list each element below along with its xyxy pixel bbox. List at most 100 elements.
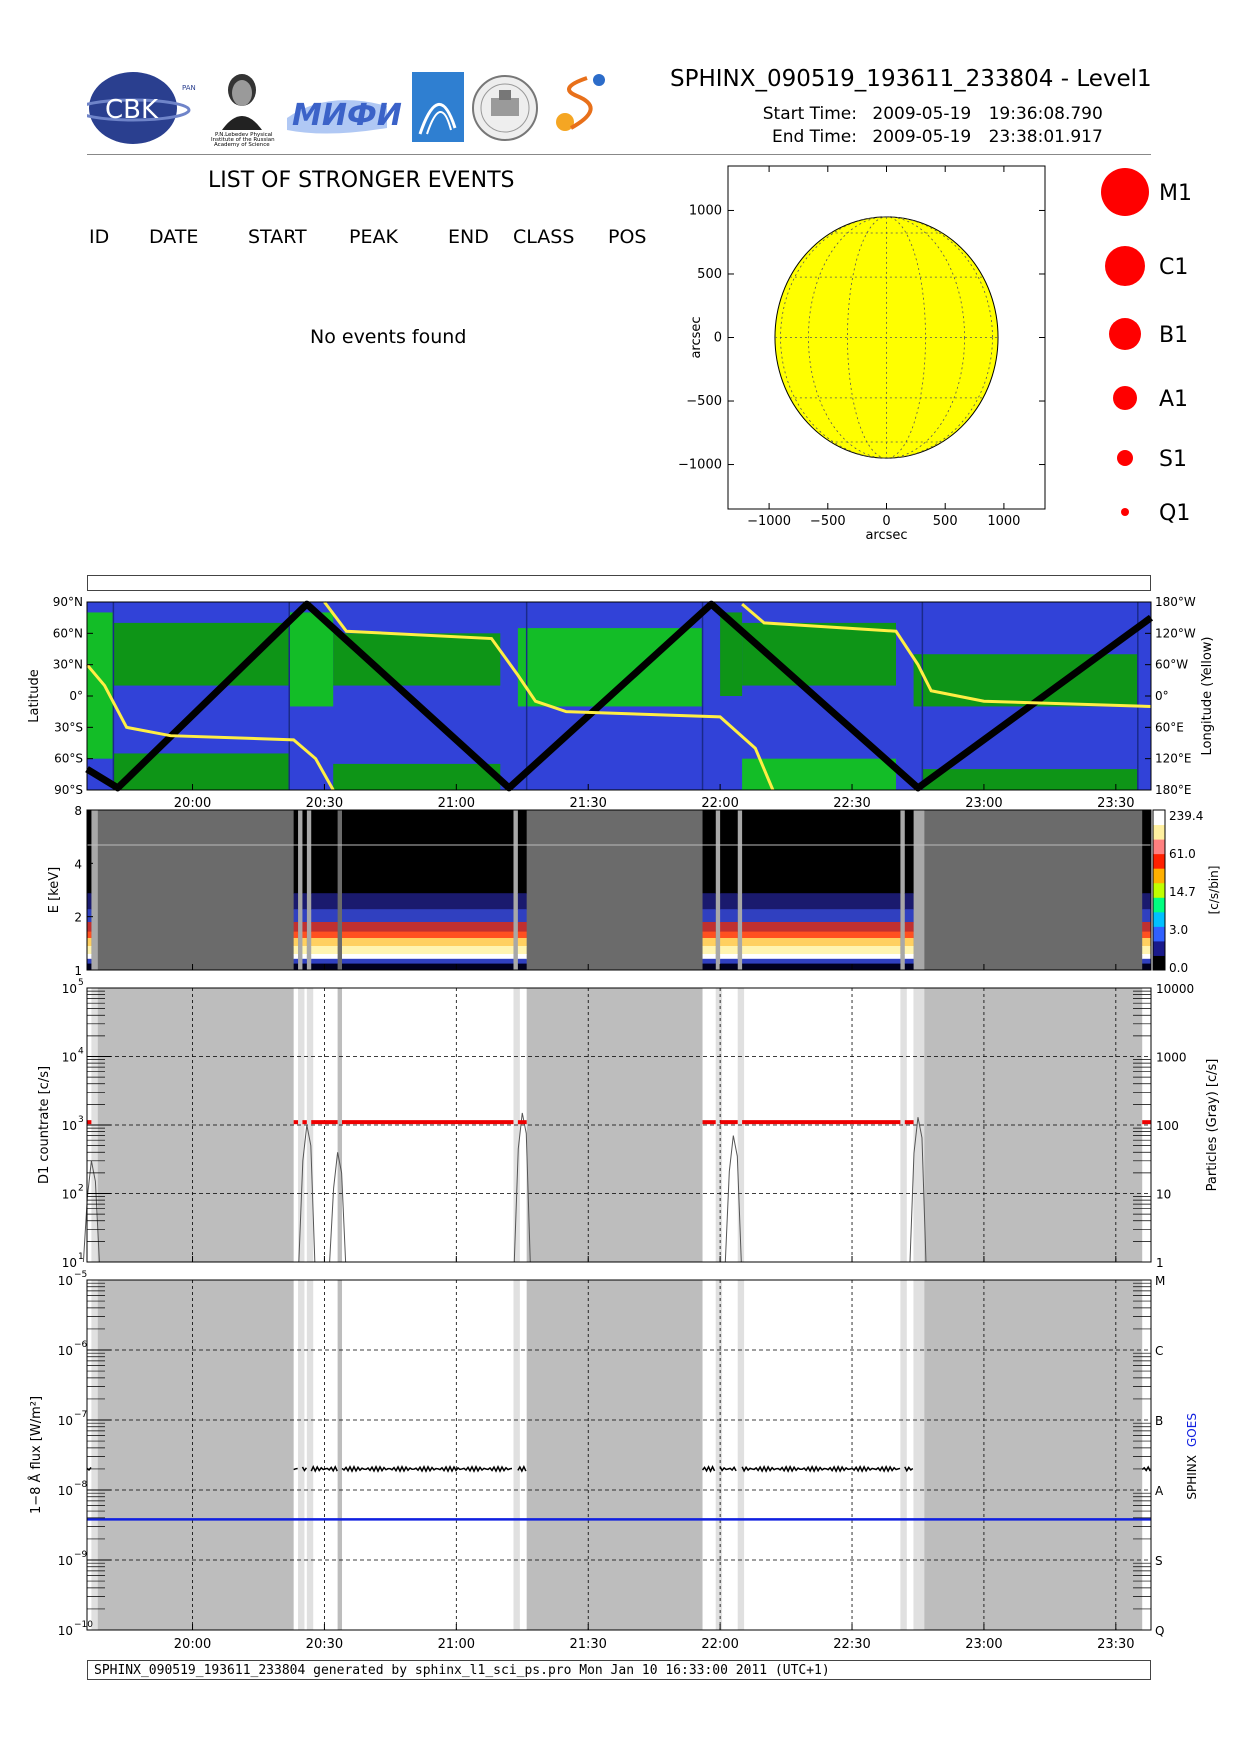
mifi-logo: МИФИ <box>287 98 402 134</box>
spectrogram-band <box>87 922 92 933</box>
solar-disk-chart: −1000 −500 0 500 1000 −1000 −500 0 500 1000 arcsec… <box>660 160 1090 560</box>
particles-spike <box>909 1117 927 1263</box>
orbit-green-region <box>913 654 1138 707</box>
particles-spike <box>724 1135 742 1263</box>
flux-xtick-label: 22:00 <box>701 1637 738 1652</box>
countrate-ytick-label: 10 <box>62 982 77 996</box>
spectrogram-gap <box>298 810 305 970</box>
cbk-logo-text: CBK <box>105 95 159 125</box>
disk-ytick-label: 0 <box>714 331 722 346</box>
spectrogram-band <box>742 946 901 955</box>
orbit-longitude-track <box>323 601 775 791</box>
flux-class-label: M <box>1155 1274 1165 1288</box>
countrate-ytick-exponent: 5 <box>78 978 84 988</box>
spectrogram-band <box>342 922 514 933</box>
spectrogram-band <box>720 810 738 894</box>
lebedev-caption-3: Academy of Science <box>214 142 270 148</box>
col-end: END <box>448 226 489 248</box>
flux-gap <box>526 1280 703 1630</box>
disk-xtick-label: 1000 <box>987 514 1020 529</box>
flux-ylabel-goes: GOES <box>1185 1413 1199 1447</box>
spectrogram-band <box>1142 909 1151 923</box>
flux-short-gap <box>306 1280 314 1630</box>
colorbar-tick-label: 3.0 <box>1169 923 1188 937</box>
spectrogram-band <box>517 909 527 923</box>
start-time-label: Start Time: <box>762 104 857 124</box>
spectrogram-band <box>302 946 307 955</box>
spectrogram-band <box>311 931 338 939</box>
sphinx-flux-segment <box>904 1466 914 1473</box>
spectrogram-band <box>1142 922 1151 933</box>
flux-class-label: B <box>1155 1414 1163 1428</box>
disk-meridian <box>808 216 965 459</box>
flux-ytick-label: 10 <box>58 1624 73 1638</box>
spectrogram-band <box>904 958 914 965</box>
end-time-row: End Time: 2009-05-19 23:38:01.917 <box>737 127 1103 147</box>
spectrogram-band <box>293 958 299 965</box>
spectrogram-band <box>87 954 92 960</box>
disk-ytick-label: −1000 <box>678 458 722 473</box>
orbit-green-region <box>720 612 743 696</box>
flux-short-gap <box>900 1280 907 1630</box>
lebedev-caption-2: Institute of the Russian <box>211 137 275 143</box>
orbit-green-region <box>113 753 290 790</box>
spectrogram-band <box>702 954 716 960</box>
orbit-ytick-label: 0° <box>69 689 83 703</box>
spectrogram-band <box>742 938 901 947</box>
spectrogram-band <box>302 958 307 965</box>
spectrogram-band <box>302 954 307 960</box>
spectrogram-band <box>293 938 299 947</box>
spectrogram-band <box>742 909 901 923</box>
spectrogram-band <box>342 938 514 947</box>
countrate-ytick-right-label: 100 <box>1156 1119 1179 1133</box>
spectrogram-band <box>293 893 299 910</box>
colorbar-segment <box>1153 940 1165 956</box>
orbit-ytick-label: 30°N <box>53 658 83 672</box>
sphinx-flux-segment <box>1141 1465 1151 1472</box>
spectrogram-band <box>342 931 514 939</box>
timeseries-charts: 90°S 60°S 30°S 0° 30°N 60°N 90°N 180°E 120°E 60°E… <box>0 590 1240 1660</box>
spectrogram-band <box>904 946 914 955</box>
orbit-ytick-label: 60°N <box>53 626 83 640</box>
orbit-green-region <box>333 633 501 686</box>
orbit-xtick-label: 22:00 <box>701 796 738 811</box>
flux-gap <box>95 1280 294 1630</box>
colorbar-segment <box>1153 911 1165 927</box>
page-title: SPHINX_090519_193611_233804 - Level1 <box>670 66 1152 92</box>
flux-short-gap <box>737 1280 745 1630</box>
flux-short-gap <box>913 1280 925 1630</box>
orbit-green-region <box>333 763 501 790</box>
colorbar-frame <box>1152 809 1166 971</box>
colorbar-tick-label: 14.7 <box>1169 885 1196 899</box>
col-pos: POS <box>608 226 647 248</box>
spectrogram-band <box>904 810 914 894</box>
spectrogram-band <box>293 963 299 971</box>
sphinx-flux-segment <box>741 1464 901 1473</box>
orbit-ytick-label: 60°S <box>54 752 83 766</box>
col-peak: PEAK <box>349 226 398 248</box>
orbit-xtick-label: 20:30 <box>306 796 343 811</box>
spectrogram-band <box>904 931 914 939</box>
spectrogram-band <box>311 909 338 923</box>
flux-ytick-exponent: −10 <box>74 1620 93 1630</box>
spectrogram-ytick-label: 1 <box>74 964 82 978</box>
time-bar <box>87 575 1151 591</box>
spectrogram-band <box>904 909 914 923</box>
spectrogram-gap <box>737 810 745 970</box>
spectrogram-band <box>904 963 914 971</box>
col-start: START <box>248 226 307 248</box>
spectrogram-band <box>720 958 738 965</box>
legend-circle-c1 <box>1105 246 1145 286</box>
spectrogram-band <box>517 893 527 910</box>
spectrogram-band <box>342 954 514 960</box>
flux-ytick-exponent: −5 <box>74 1270 87 1280</box>
spectrogram-band <box>87 958 92 965</box>
orbit-ytick-right-label: 60°E <box>1155 720 1184 734</box>
spectrogram-band <box>720 931 738 939</box>
legend-label-b1: B1 <box>1159 323 1188 348</box>
timeseries-svg: 90°S60°S30°S0°30°N60°N90°N180°E120°E60°E… <box>27 595 1221 1652</box>
spectrogram-band <box>742 958 901 965</box>
spectrogram-band <box>293 931 299 939</box>
flux-ytick-label: 10 <box>58 1554 73 1568</box>
header-divider <box>87 154 1151 155</box>
